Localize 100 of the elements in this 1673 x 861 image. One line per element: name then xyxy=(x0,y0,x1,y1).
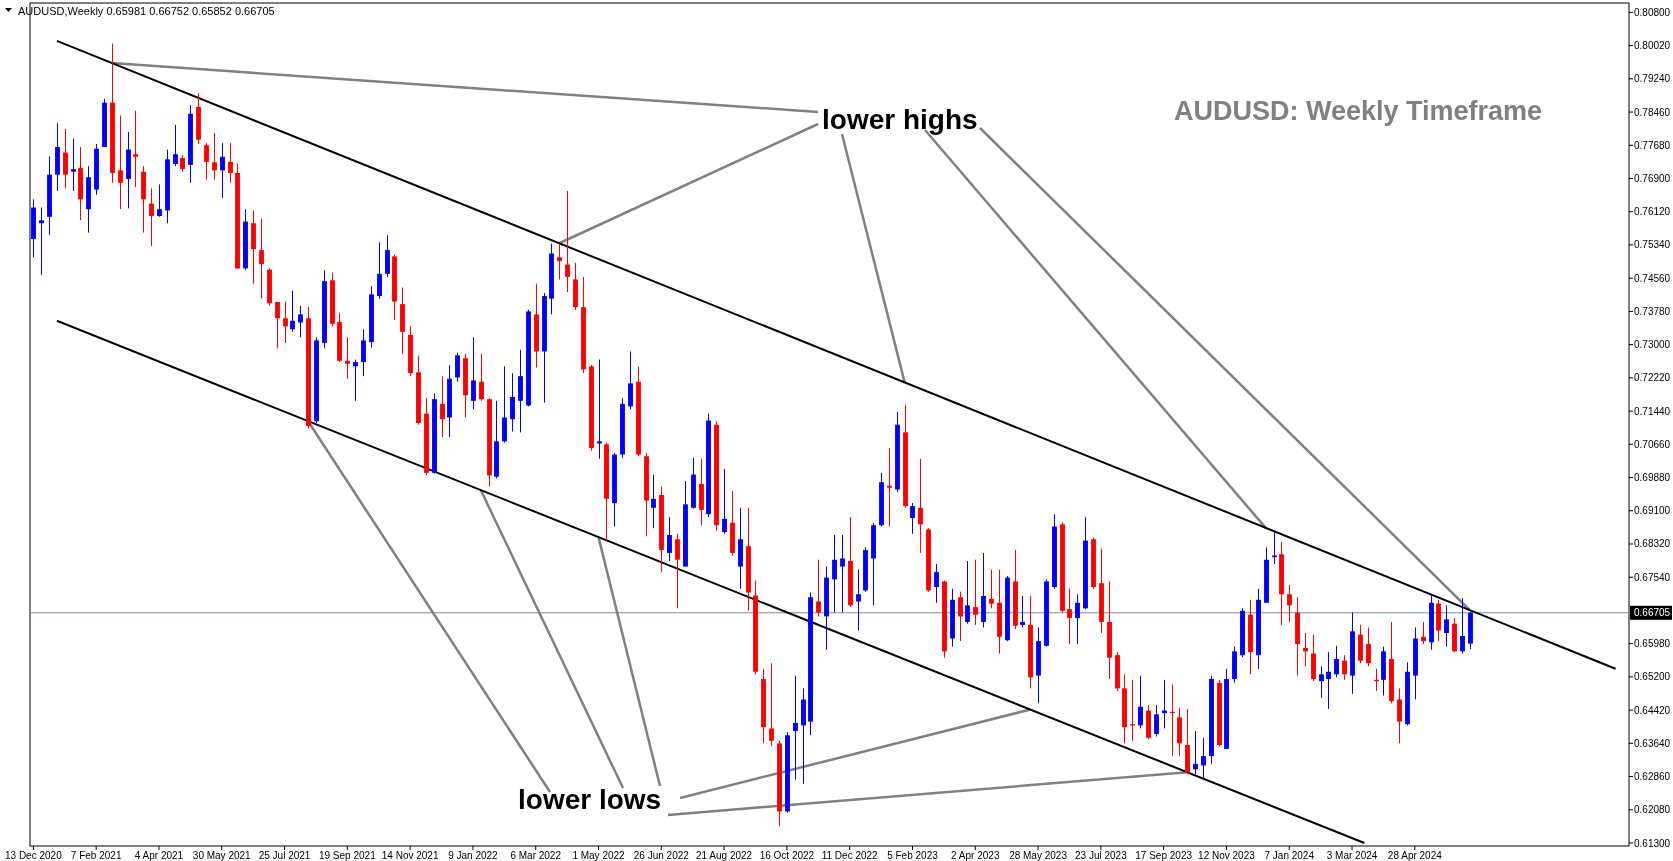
candlestick xyxy=(283,301,288,344)
annotation: lower lows xyxy=(518,784,662,815)
annotation: AUDUSD,Weekly 0.65981 0.66752 0.65852 0.66705 xyxy=(18,5,275,17)
x-tick-label: 12 Nov 2023 xyxy=(1198,850,1256,861)
ref-line-label: 0.66705 xyxy=(1634,607,1671,619)
candlestick xyxy=(118,114,123,210)
y-tick-label: 0.70660 xyxy=(1634,438,1671,450)
candlestick xyxy=(816,559,821,617)
y-tick-label: 0.72220 xyxy=(1634,372,1671,384)
candlestick xyxy=(502,365,507,444)
x-tick-label: 16 Oct 2022 xyxy=(759,850,815,861)
y-tick-label: 0.62860 xyxy=(1634,771,1671,783)
candlestick xyxy=(1067,588,1072,645)
candlestick xyxy=(39,206,44,276)
candlestick xyxy=(220,142,225,199)
y-tick-label: 0.73780 xyxy=(1634,305,1671,317)
candlestick xyxy=(973,559,978,626)
candlestick xyxy=(1154,704,1159,738)
candlestick xyxy=(71,137,76,192)
y-tick-label: 0.69100 xyxy=(1634,505,1671,517)
candlestick xyxy=(565,190,570,293)
x-tick-label: 6 Mar 2022 xyxy=(510,850,562,861)
candlestick xyxy=(769,662,774,747)
x-tick-label: 1 May 2022 xyxy=(572,850,626,861)
candlestick xyxy=(228,142,233,184)
candlestick xyxy=(887,447,892,528)
candlestick xyxy=(832,534,837,614)
candlestick xyxy=(204,142,209,181)
candlestick xyxy=(597,359,602,460)
x-tick-label: 28 Apr 2024 xyxy=(1387,850,1443,861)
candlestick xyxy=(385,234,390,278)
candlestick xyxy=(353,359,358,402)
candlestick xyxy=(722,468,727,535)
candlestick xyxy=(1138,675,1143,729)
x-tick-label: 26 Jun 2022 xyxy=(633,850,690,861)
candlestick xyxy=(958,591,963,642)
candlestick xyxy=(1319,665,1324,699)
candlestick xyxy=(1193,730,1198,775)
annotation: lower highs xyxy=(822,104,978,135)
candlestick xyxy=(173,124,178,167)
candlestick xyxy=(1366,626,1371,667)
y-tick-label: 0.73000 xyxy=(1634,339,1671,351)
candlestick xyxy=(440,375,445,438)
candlestick xyxy=(298,305,303,338)
candlestick xyxy=(1334,645,1339,678)
candlestick xyxy=(918,458,923,554)
x-tick-label: 28 May 2023 xyxy=(1009,850,1068,861)
y-tick-label: 0.77680 xyxy=(1634,139,1671,151)
x-tick-label: 7 Feb 2021 xyxy=(70,850,122,861)
candlestick xyxy=(149,187,154,247)
candlestick xyxy=(1342,654,1347,681)
x-tick-label: 3 Mar 2024 xyxy=(1326,850,1378,861)
candlestick xyxy=(1287,584,1292,623)
y-tick-label: 0.61300 xyxy=(1634,837,1671,849)
candlestick xyxy=(1020,595,1025,628)
y-tick-label: 0.75340 xyxy=(1634,239,1671,251)
y-tick-label: 0.67540 xyxy=(1634,571,1671,583)
candlestick xyxy=(345,336,350,380)
y-tick-label: 0.74560 xyxy=(1634,272,1671,284)
x-tick-label: 9 Jan 2022 xyxy=(448,850,499,861)
y-tick-label: 0.68320 xyxy=(1634,538,1671,550)
candlestick xyxy=(1201,737,1206,781)
text: AUDUSD: Weekly Timeframe xyxy=(1174,96,1543,126)
x-tick-label: 4 Apr 2021 xyxy=(134,850,184,861)
candlestick xyxy=(840,534,845,614)
candlestick xyxy=(510,372,515,433)
x-tick-label: 23 Jul 2023 xyxy=(1075,850,1128,861)
candlestick xyxy=(377,241,382,300)
candlestick xyxy=(212,132,217,181)
x-tick-label: 25 Jul 2021 xyxy=(258,850,311,861)
candlestick xyxy=(157,183,162,218)
y-tick-label: 0.64420 xyxy=(1634,704,1671,716)
x-tick-label: 2 Apr 2023 xyxy=(951,850,1000,861)
candlestick xyxy=(651,474,656,529)
candlestick xyxy=(133,110,138,188)
candlestick xyxy=(675,533,680,609)
candlestick xyxy=(1444,604,1449,648)
candlestick xyxy=(1397,687,1402,744)
candlestick xyxy=(471,336,476,410)
y-tick-label: 0.79240 xyxy=(1634,73,1671,85)
candlestick xyxy=(63,128,68,189)
candlestick xyxy=(455,352,460,383)
x-tick-label: 7 Jan 2024 xyxy=(1264,850,1315,861)
candlestick xyxy=(989,569,994,609)
candlestick xyxy=(793,675,798,781)
y-tick-label: 0.76900 xyxy=(1634,173,1671,184)
x-tick-label: 14 Nov 2021 xyxy=(381,850,439,861)
y-tick-label: 0.80800 xyxy=(1634,6,1671,18)
candlestick xyxy=(667,516,672,562)
candlestick xyxy=(1460,597,1465,654)
candlestick xyxy=(934,563,939,604)
candlestick xyxy=(1326,651,1331,710)
x-tick-label: 11 Dec 2022 xyxy=(821,850,879,861)
y-tick-label: 0.65200 xyxy=(1634,671,1671,683)
x-tick-label: 30 May 2021 xyxy=(192,850,252,861)
y-tick-label: 0.69880 xyxy=(1634,472,1671,484)
candlestick xyxy=(479,353,484,402)
x-tick-label: 21 Aug 2022 xyxy=(696,850,753,861)
x-tick-label: 17 Sep 2023 xyxy=(1135,850,1193,861)
candlestick xyxy=(965,560,970,625)
